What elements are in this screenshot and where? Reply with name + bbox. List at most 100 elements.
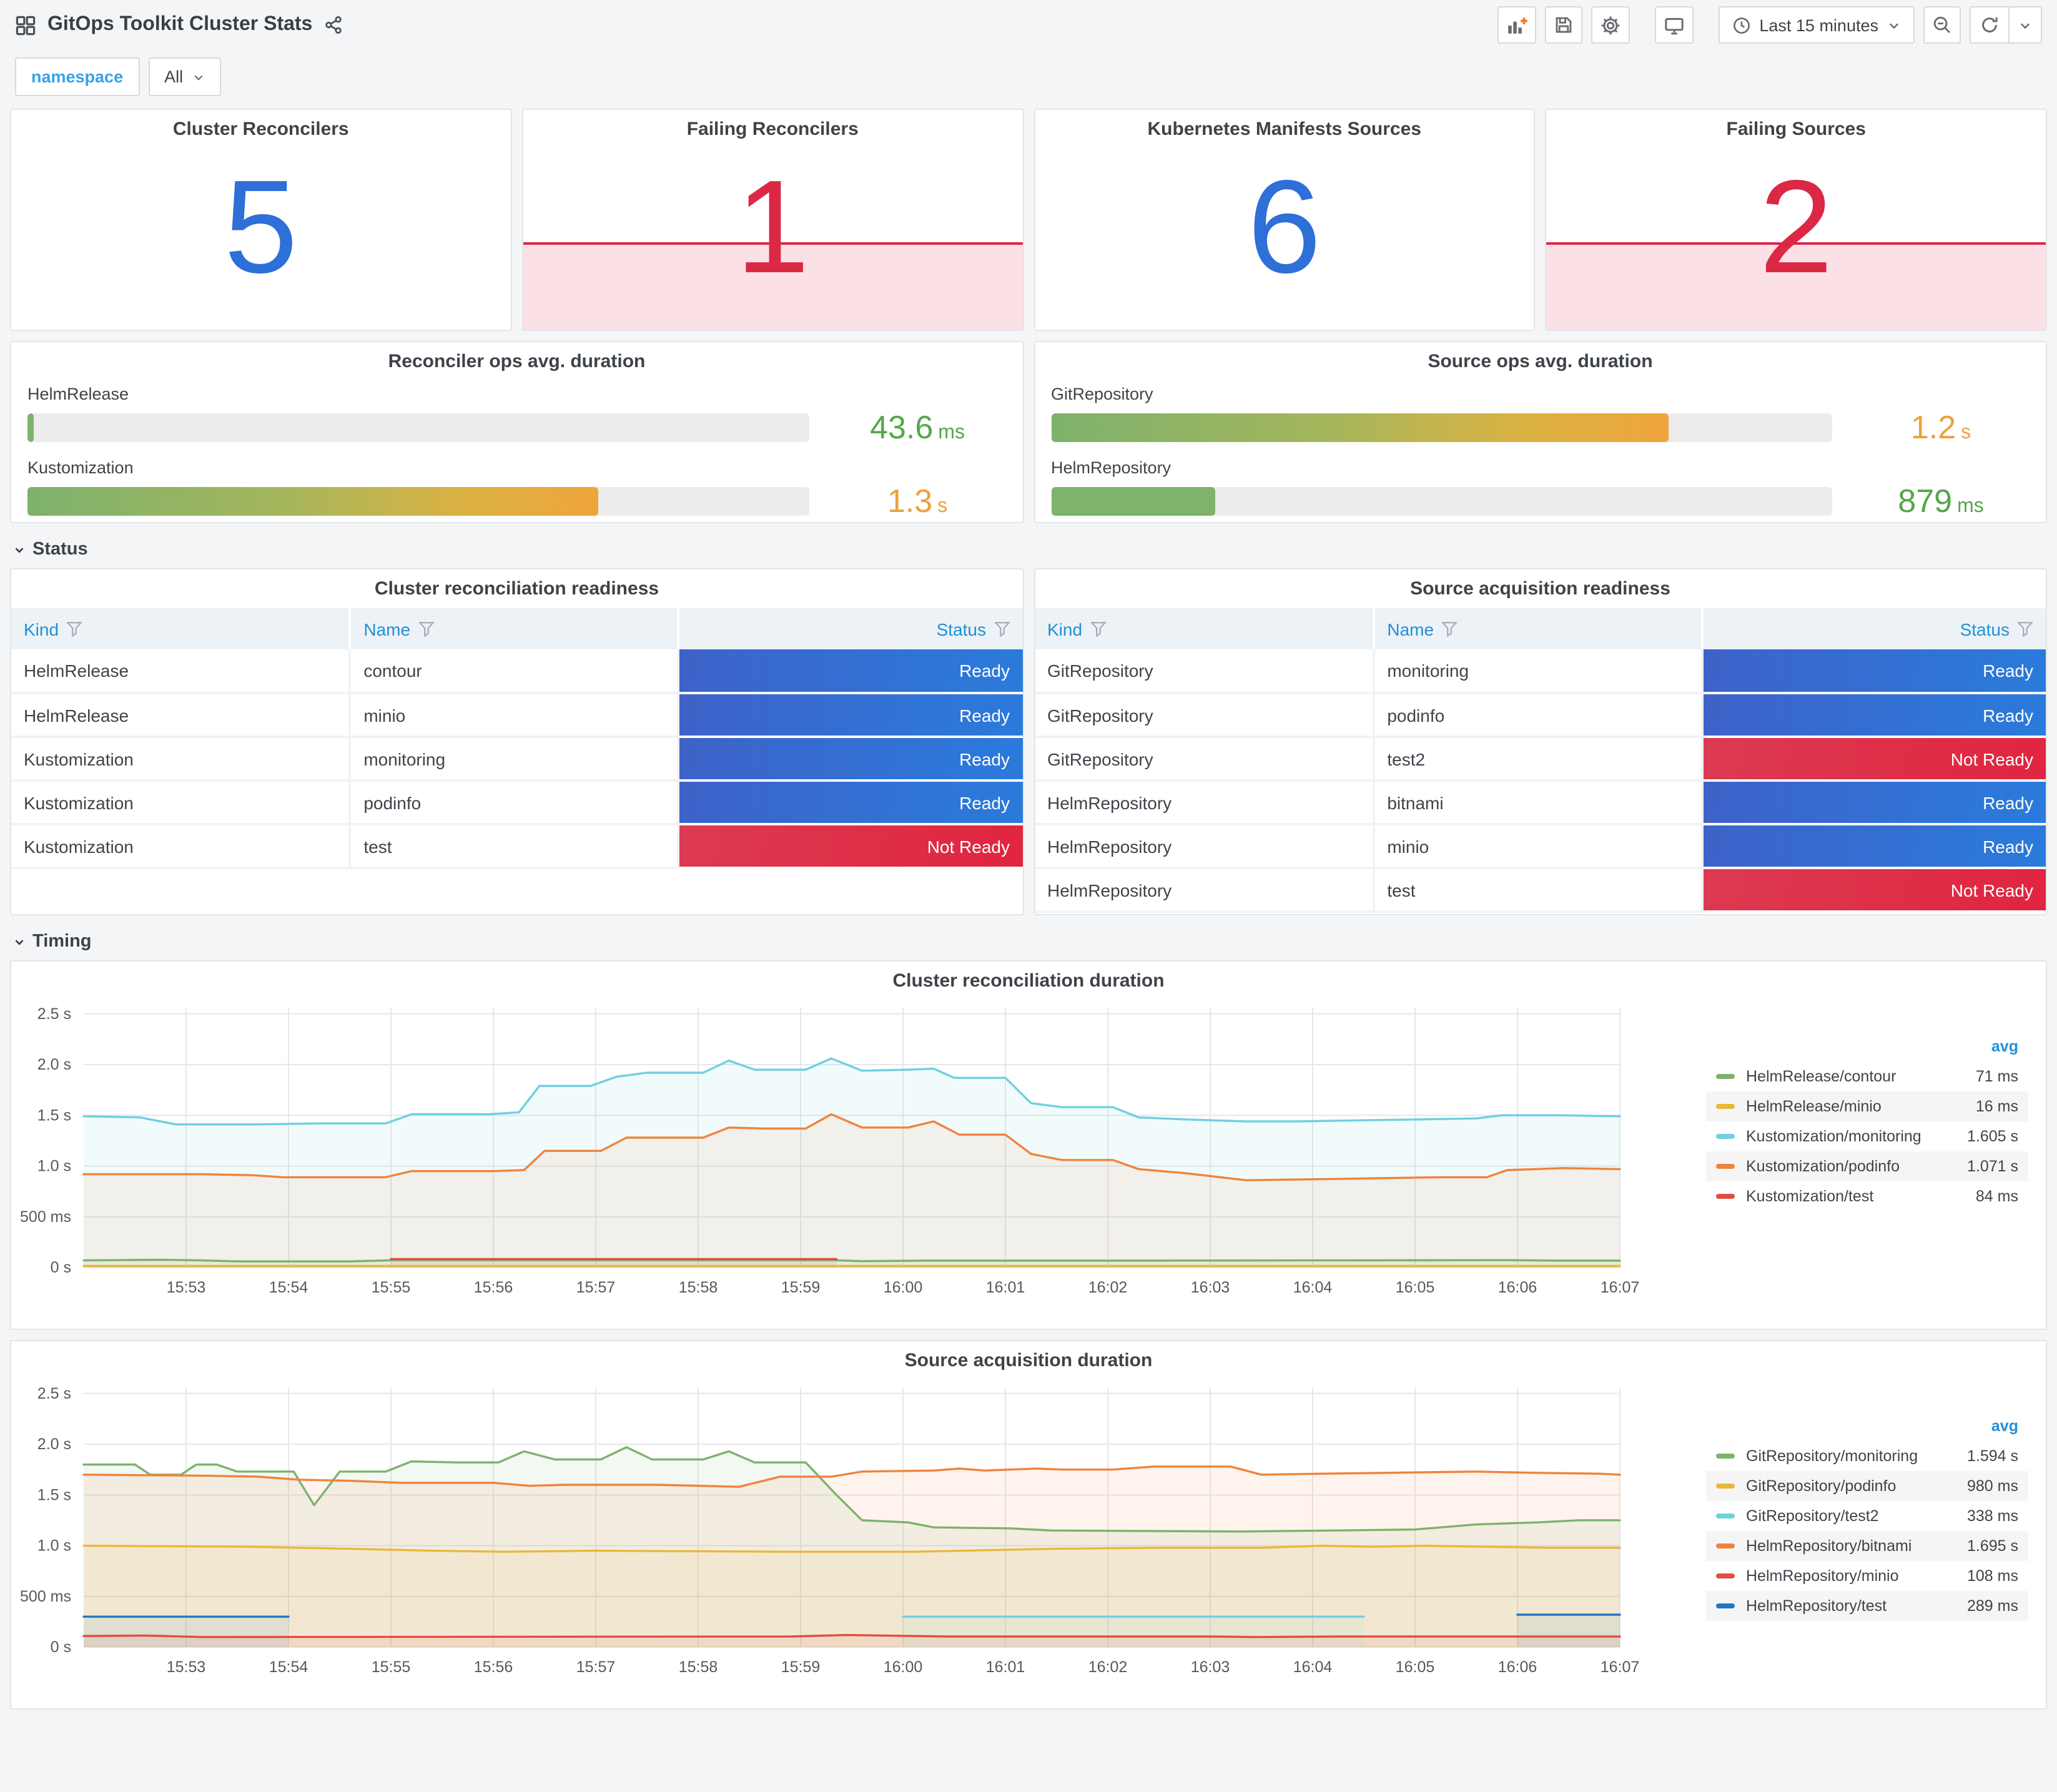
filter-funnel-icon[interactable]: [2017, 621, 2033, 637]
table-row: HelmRepository minio Ready: [1035, 824, 2046, 869]
cell-status: Ready: [1702, 780, 2046, 825]
gauge-value: 1.3 s: [887, 482, 948, 519]
time-series-panel: Cluster reconciliation duration 0 s 500 ms…: [10, 960, 2047, 1330]
legend-item[interactable]: Kustomization/monitoring 1.605 s: [1706, 1121, 2028, 1151]
cell-status: Ready: [678, 649, 1022, 694]
svg-text:15:57: 15:57: [576, 1658, 616, 1676]
refresh-interval-dropdown[interactable]: [2008, 7, 2041, 42]
legend-item[interactable]: Kustomization/test 84 ms: [1706, 1181, 2028, 1211]
stat-panel: Failing Reconcilers 1: [521, 109, 1024, 331]
svg-text:1.5 s: 1.5 s: [37, 1106, 71, 1124]
time-series-plot[interactable]: 0 s 500 ms 1.0 s 1.5 s 2.0 s 2.5 s 15:53 15:54 1…: [11, 1375, 2046, 1685]
zoom-out-button[interactable]: [1923, 6, 1961, 44]
filter-funnel-icon[interactable]: [994, 621, 1010, 637]
legend-item[interactable]: GitRepository/test2 338 ms: [1706, 1501, 2028, 1531]
status-badge: Ready: [679, 694, 1022, 736]
series-color-swatch: [1716, 1194, 1735, 1199]
status-badge: Not Ready: [1703, 869, 2046, 910]
section-header-timing[interactable]: Timing: [12, 932, 2045, 952]
column-header-name[interactable]: Name: [350, 608, 680, 649]
series-color-swatch: [1716, 1134, 1735, 1139]
filter-funnel-icon[interactable]: [1090, 621, 1107, 637]
gauge-value: 879 ms: [1898, 482, 1984, 519]
time-range-picker[interactable]: Last 15 minutes: [1718, 6, 1915, 44]
legend-avg-value: 1.695 s: [1966, 1537, 2018, 1555]
status-badge: Ready: [1703, 782, 2046, 823]
legend-item[interactable]: HelmRepository/test 289 ms: [1706, 1591, 2028, 1621]
save-dashboard-icon[interactable]: [1544, 6, 1582, 44]
status-badge: Not Ready: [679, 825, 1022, 867]
column-header-label: Kind: [24, 619, 59, 639]
cell-name: podinfo: [1373, 693, 1704, 738]
legend-item[interactable]: Kustomization/podinfo 1.071 s: [1706, 1151, 2028, 1181]
gauge-row: GitRepository 1.2 s: [1051, 385, 2030, 447]
table-panel-title: Source acquisition readiness: [1410, 578, 1670, 599]
add-panel-button[interactable]: [1497, 6, 1536, 44]
filter-funnel-icon[interactable]: [66, 621, 83, 637]
bar-gauge-panel: Source ops avg. duration GitRepository 1.2…: [1033, 341, 2047, 523]
dashboard-grid-icon[interactable]: [15, 14, 36, 36]
column-header-status[interactable]: Status: [1702, 608, 2046, 649]
legend-item[interactable]: GitRepository/podinfo 980 ms: [1706, 1471, 2028, 1501]
column-header-status[interactable]: Status: [678, 608, 1022, 649]
settings-gear-icon[interactable]: [1591, 6, 1630, 44]
column-header-kind[interactable]: Kind: [1035, 608, 1375, 649]
chevron-down-icon: [2020, 22, 2030, 29]
legend-series-name: HelmRelease/minio: [1746, 1098, 1882, 1115]
legend-series-name: HelmRepository/test: [1746, 1597, 1887, 1615]
legend-series-name: HelmRelease/contour: [1746, 1068, 1897, 1085]
tv-kiosk-icon[interactable]: [1654, 6, 1694, 44]
time-series-plot[interactable]: 0 s 500 ms 1.0 s 1.5 s 2.0 s 2.5 s 15:53 15:54 1…: [11, 995, 2046, 1305]
series-color-swatch: [1716, 1454, 1735, 1459]
column-header-name[interactable]: Name: [1373, 608, 1704, 649]
section-header-status[interactable]: Status: [12, 539, 2045, 559]
legend-series-name: GitRepository/podinfo: [1746, 1477, 1897, 1495]
stat-panel-title: Failing Reconcilers: [686, 119, 859, 140]
legend-series-name: Kustomization/podinfo: [1746, 1158, 1900, 1175]
svg-text:15:57: 15:57: [576, 1279, 616, 1296]
stat-value: 1: [736, 154, 810, 301]
dashboard-header: GitOps Toolkit Cluster Stats: [0, 0, 2057, 50]
svg-text:16:00: 16:00: [884, 1658, 923, 1676]
gauge-row: HelmRelease 43.6 ms: [27, 385, 1006, 447]
series-color-swatch: [1716, 1573, 1735, 1578]
filter-funnel-icon[interactable]: [418, 621, 435, 637]
filter-funnel-icon[interactable]: [1441, 621, 1458, 637]
cell-status: Not Ready: [1702, 868, 2046, 913]
column-header-kind[interactable]: Kind: [11, 608, 352, 649]
cell-name: monitoring: [350, 737, 680, 782]
variable-value-dropdown[interactable]: All: [148, 57, 221, 96]
cell-status: Not Ready: [678, 824, 1022, 869]
legend-item[interactable]: HelmRelease/contour 71 ms: [1706, 1061, 2028, 1091]
cell-status: Ready: [678, 737, 1022, 782]
column-header-label: Status: [1960, 619, 2010, 639]
legend-avg-value: 108 ms: [1967, 1567, 2018, 1585]
legend-item[interactable]: GitRepository/monitoring 1.594 s: [1706, 1441, 2028, 1471]
svg-text:16:05: 16:05: [1396, 1279, 1435, 1296]
gauge-fill: [27, 487, 598, 516]
cell-kind: Kustomization: [11, 824, 352, 869]
legend-series-name: GitRepository/monitoring: [1746, 1447, 1918, 1465]
table-row: Kustomization monitoring Ready: [11, 737, 1022, 782]
legend-avg-value: 16 ms: [1975, 1098, 2018, 1115]
series-color-swatch: [1716, 1484, 1735, 1489]
legend-avg-value: 1.071 s: [1966, 1158, 2018, 1175]
cell-status: Not Ready: [1702, 737, 2046, 782]
gauge-fill: [1051, 413, 1669, 442]
svg-text:15:59: 15:59: [781, 1658, 821, 1676]
legend-avg-value: 1.594 s: [1966, 1447, 2018, 1465]
gauge-label: GitRepository: [1051, 385, 1153, 403]
variable-label-namespace[interactable]: namespace: [15, 57, 140, 96]
legend-item[interactable]: HelmRepository/bitnami 1.695 s: [1706, 1531, 2028, 1561]
cell-name: monitoring: [1373, 649, 1704, 694]
collapse-chevron-icon: [15, 547, 24, 553]
share-icon[interactable]: [323, 15, 343, 35]
svg-text:16:01: 16:01: [986, 1279, 1025, 1296]
legend-item[interactable]: HelmRelease/minio 16 ms: [1706, 1091, 2028, 1121]
page-title[interactable]: GitOps Toolkit Cluster Stats: [47, 14, 313, 35]
gauge-panel-title: Source ops avg. duration: [1428, 351, 1653, 372]
legend-item[interactable]: HelmRepository/minio 108 ms: [1706, 1561, 2028, 1591]
refresh-button[interactable]: [1971, 7, 2008, 42]
stat-alert-area: [523, 242, 1022, 330]
gauge-fill: [27, 413, 34, 442]
